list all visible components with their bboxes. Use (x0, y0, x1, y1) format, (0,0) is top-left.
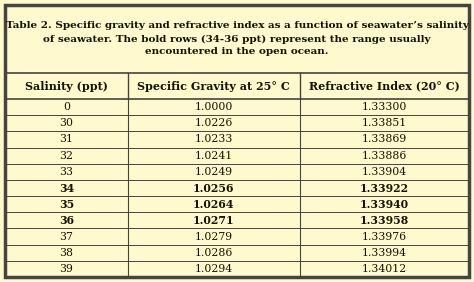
Text: 1.0000: 1.0000 (195, 102, 233, 112)
Text: 1.33904: 1.33904 (362, 167, 407, 177)
Text: 1.0294: 1.0294 (195, 264, 233, 274)
Text: 32: 32 (59, 151, 73, 161)
Text: 1.0256: 1.0256 (193, 182, 235, 193)
Text: 37: 37 (60, 232, 73, 242)
Text: 1.0271: 1.0271 (193, 215, 235, 226)
Text: 1.33994: 1.33994 (362, 248, 407, 258)
Text: 1.33869: 1.33869 (362, 135, 407, 144)
Text: 1.34012: 1.34012 (362, 264, 407, 274)
Text: 1.0279: 1.0279 (195, 232, 233, 242)
Text: encountered in the open ocean.: encountered in the open ocean. (145, 47, 329, 56)
Text: 1.33300: 1.33300 (362, 102, 407, 112)
Text: 33: 33 (59, 167, 73, 177)
Text: 1.0249: 1.0249 (195, 167, 233, 177)
Text: Table 2. Specific gravity and refractive index as a function of seawater’s salin: Table 2. Specific gravity and refractive… (6, 21, 468, 30)
Text: 1.0233: 1.0233 (195, 135, 233, 144)
Text: 1.0286: 1.0286 (195, 248, 233, 258)
Text: 35: 35 (59, 199, 74, 210)
Text: Specific Gravity at 25° C: Specific Gravity at 25° C (137, 80, 290, 91)
Text: 38: 38 (59, 248, 73, 258)
Text: Refractive Index (20° C): Refractive Index (20° C) (309, 80, 460, 91)
Text: 1.33940: 1.33940 (360, 199, 409, 210)
Text: 1.0241: 1.0241 (195, 151, 233, 161)
Text: of seawater. The bold rows (34-36 ppt) represent the range usually: of seawater. The bold rows (34-36 ppt) r… (43, 34, 431, 43)
Text: 30: 30 (59, 118, 73, 128)
Text: 1.33958: 1.33958 (360, 215, 409, 226)
Text: 1.33851: 1.33851 (362, 118, 407, 128)
Text: 1.0226: 1.0226 (195, 118, 233, 128)
Text: 1.33886: 1.33886 (362, 151, 407, 161)
Text: 1.33922: 1.33922 (360, 182, 409, 193)
Text: 39: 39 (60, 264, 73, 274)
Text: 0: 0 (63, 102, 70, 112)
Text: 31: 31 (59, 135, 73, 144)
Text: 1.0264: 1.0264 (193, 199, 235, 210)
Text: 34: 34 (59, 182, 74, 193)
Text: Salinity (ppt): Salinity (ppt) (25, 80, 108, 91)
Text: 36: 36 (59, 215, 74, 226)
Text: 1.33976: 1.33976 (362, 232, 407, 242)
